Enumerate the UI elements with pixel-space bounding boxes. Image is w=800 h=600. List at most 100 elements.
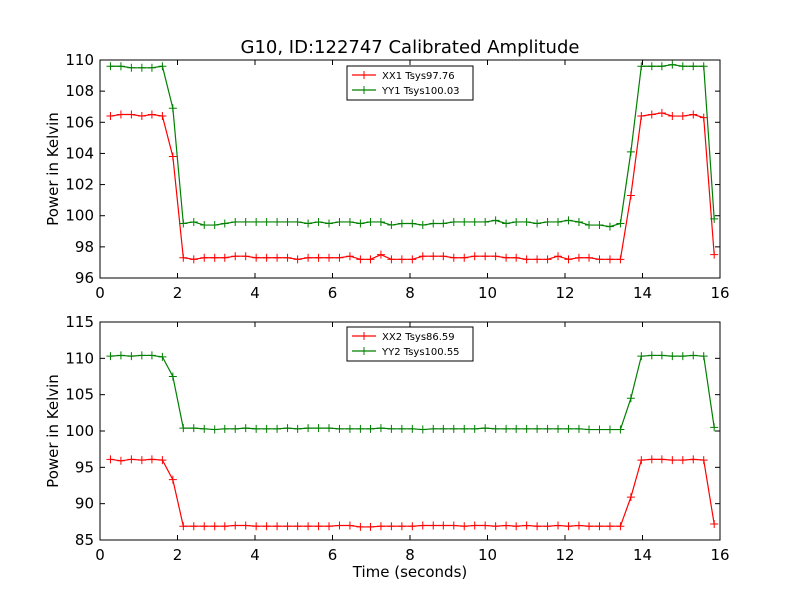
legend-box <box>346 326 474 362</box>
data-point <box>335 521 344 530</box>
x-tick-label: 6 <box>328 546 338 564</box>
y-tick-label: 95 <box>75 458 94 476</box>
data-point <box>397 522 406 531</box>
data-point <box>710 214 719 223</box>
data-point <box>283 522 292 531</box>
data-point <box>605 255 614 264</box>
data-point <box>262 217 271 226</box>
data-point <box>293 255 302 264</box>
legend: XX1 Tsys97.76 YY1 Tsys100.03 <box>346 65 474 101</box>
data-point <box>387 221 396 230</box>
data-point <box>106 62 115 71</box>
x-tick-label: 6 <box>328 284 338 302</box>
data-point <box>491 522 500 531</box>
series-markers-1-2 <box>106 60 719 231</box>
data-point <box>543 424 552 433</box>
data-point <box>387 255 396 264</box>
data-point <box>252 253 261 262</box>
data-point <box>418 521 427 530</box>
legend-marker <box>360 347 368 355</box>
data-point <box>106 352 115 361</box>
data-point <box>366 424 375 433</box>
data-point <box>137 63 146 72</box>
y-tick-label: 98 <box>75 238 94 256</box>
data-point <box>470 521 479 530</box>
data-point <box>585 253 594 262</box>
data-point <box>397 219 406 228</box>
data-point <box>554 217 563 226</box>
data-point <box>356 424 365 433</box>
data-point <box>262 253 271 262</box>
data-point <box>252 424 261 433</box>
data-point <box>158 62 167 71</box>
data-point <box>376 522 385 531</box>
data-point <box>439 219 448 228</box>
data-point <box>564 424 573 433</box>
data-point <box>262 424 271 433</box>
data-point <box>585 425 594 434</box>
data-point <box>147 455 156 464</box>
data-point <box>293 217 302 226</box>
data-point <box>189 217 198 226</box>
data-point <box>418 425 427 434</box>
legend-label: XX1 Tsys97.76 <box>382 71 455 82</box>
y-tick-label: 96 <box>75 269 94 287</box>
legend-marker <box>360 86 368 94</box>
data-point <box>210 425 219 434</box>
data-point <box>637 456 646 465</box>
data-point <box>314 217 323 226</box>
data-point <box>605 425 614 434</box>
data-point <box>616 522 625 531</box>
y-tick-label: 105 <box>65 386 94 404</box>
data-point <box>137 112 146 121</box>
data-point <box>429 521 438 530</box>
data-point <box>657 455 666 464</box>
data-point <box>127 352 136 361</box>
data-point <box>106 112 115 121</box>
data-point <box>543 255 552 264</box>
data-point <box>512 217 521 226</box>
data-point <box>554 521 563 530</box>
data-point <box>554 424 563 433</box>
data-point <box>574 521 583 530</box>
data-point <box>262 522 271 531</box>
data-point <box>366 217 375 226</box>
y-tick-label: 108 <box>65 82 94 100</box>
data-point <box>408 255 417 264</box>
data-point <box>273 522 282 531</box>
data-point <box>574 424 583 433</box>
data-point <box>429 219 438 228</box>
data-point <box>314 253 323 262</box>
y-tick-label: 104 <box>65 144 94 162</box>
data-point <box>189 424 198 433</box>
data-point <box>533 522 542 531</box>
data-point <box>168 104 177 113</box>
x-axis-label: Time (seconds) <box>352 563 468 581</box>
data-point <box>678 456 687 465</box>
data-point <box>220 522 229 531</box>
data-point <box>200 253 209 262</box>
y-tick-label: 110 <box>65 51 94 69</box>
data-point <box>418 252 427 261</box>
data-point <box>293 522 302 531</box>
data-point <box>605 222 614 231</box>
x-tick-label: 10 <box>478 546 497 564</box>
data-point <box>210 221 219 230</box>
x-tick-label: 8 <box>405 546 415 564</box>
data-point <box>387 522 396 531</box>
data-point <box>366 522 375 531</box>
legend-marker <box>360 71 368 79</box>
y-tick-label: 90 <box>75 495 94 513</box>
data-point <box>252 522 261 531</box>
data-point <box>241 252 250 261</box>
data-point <box>595 221 604 230</box>
data-point <box>127 455 136 464</box>
data-point <box>637 62 646 71</box>
data-point <box>335 424 344 433</box>
data-point <box>387 424 396 433</box>
data-point <box>574 217 583 226</box>
data-point <box>127 63 136 72</box>
y-tick-label: 100 <box>65 422 94 440</box>
data-point <box>220 219 229 228</box>
data-point <box>502 219 511 228</box>
